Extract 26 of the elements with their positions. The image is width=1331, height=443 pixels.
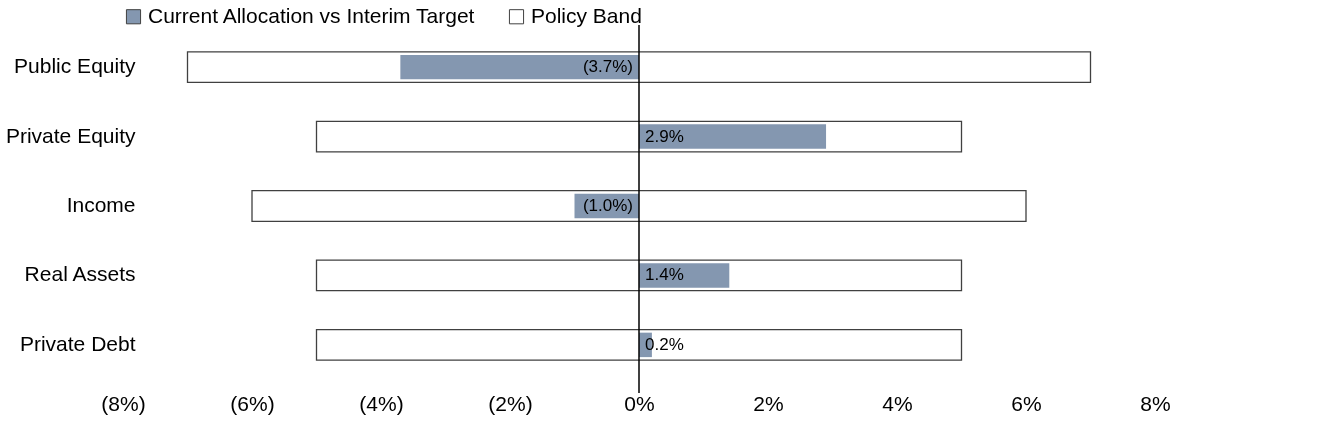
data-label: 2.9%: [645, 126, 684, 146]
x-tick-label: 4%: [882, 391, 913, 415]
legend-label: Policy Band: [531, 3, 642, 27]
x-tick-label: (2%): [488, 391, 533, 415]
bar: [639, 263, 730, 288]
x-tick-label: 6%: [1011, 391, 1042, 415]
legend-label: Current Allocation vs Interim Target: [148, 3, 475, 27]
y-tick-label: Private Debt: [19, 331, 136, 355]
bar: [639, 124, 827, 149]
x-tick-label: (6%): [230, 391, 275, 415]
y-tick-label: Public Equity: [14, 54, 136, 78]
data-label: (3.7%): [582, 57, 633, 77]
bar: [315, 328, 963, 361]
x-tick-label: 2%: [753, 391, 784, 415]
bar: [400, 54, 639, 80]
y-tick-label: Real Assets: [24, 262, 136, 286]
bar: [251, 190, 1027, 222]
y-tick-label: Private Equity: [5, 123, 136, 147]
y-tick-label: Income: [66, 193, 136, 216]
x-tick-label: (8%): [101, 391, 146, 415]
data-label: 0.2%: [645, 334, 684, 354]
data-label: (1.0%): [582, 196, 633, 215]
x-tick-label: 0%: [624, 391, 655, 415]
x-tick-label: (4%): [359, 391, 404, 415]
x-tick-label: 8%: [1140, 391, 1171, 415]
data-label: 1.4%: [645, 265, 684, 285]
